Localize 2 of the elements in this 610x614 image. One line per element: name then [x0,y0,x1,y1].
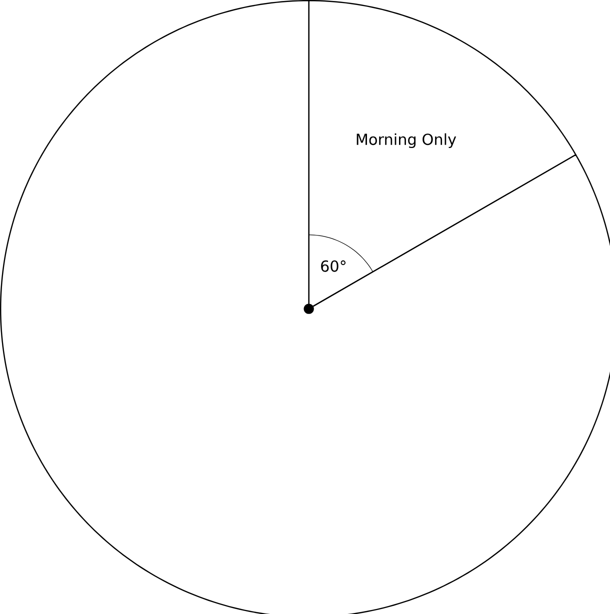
slice-label: Morning Only [356,133,456,148]
text: 60° [321,260,346,272]
